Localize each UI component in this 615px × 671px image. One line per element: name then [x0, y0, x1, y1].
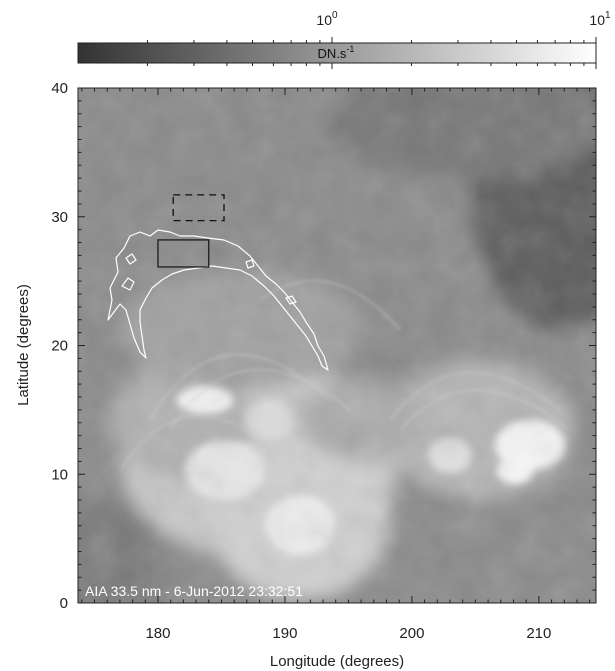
- solar-image: AIA 33.5 nm - 6-Jun-2012 23:32:51: [78, 88, 596, 603]
- y-tick-label: 40: [51, 80, 68, 97]
- y-tick-label: 30: [51, 209, 68, 226]
- y-axis: 0 10 20 30 40: [51, 80, 596, 612]
- colorbar-minor-ticks: [146, 37, 597, 69]
- loop-contour: [107, 229, 329, 371]
- x-tick-label: 200: [399, 625, 424, 642]
- colorbar-tick-label-mid: 100: [316, 10, 338, 28]
- dashed-region-box: [172, 194, 225, 222]
- colorbar: DN.s-1 100 101: [77, 10, 611, 69]
- y-tick-label: 20: [51, 338, 68, 355]
- y-axis-label: Latitude (degrees): [15, 284, 32, 406]
- x-axis: 180 190 200 210: [81, 88, 591, 642]
- colorbar-gradient: [77, 42, 597, 64]
- x-tick-label: 180: [145, 625, 170, 642]
- image-caption: AIA 33.5 nm - 6-Jun-2012 23:32:51: [85, 583, 303, 599]
- x-tick-label: 190: [272, 625, 297, 642]
- y-tick-label: 0: [60, 595, 68, 612]
- solid-region-box: [157, 239, 210, 268]
- colorbar-unit-label: DN.s-1: [318, 44, 355, 61]
- colorbar-tick-label-end: 101: [589, 10, 611, 28]
- x-axis-label: Longitude (degrees): [270, 653, 404, 670]
- x-tick-label: 210: [526, 625, 551, 642]
- y-tick-label: 10: [51, 466, 68, 483]
